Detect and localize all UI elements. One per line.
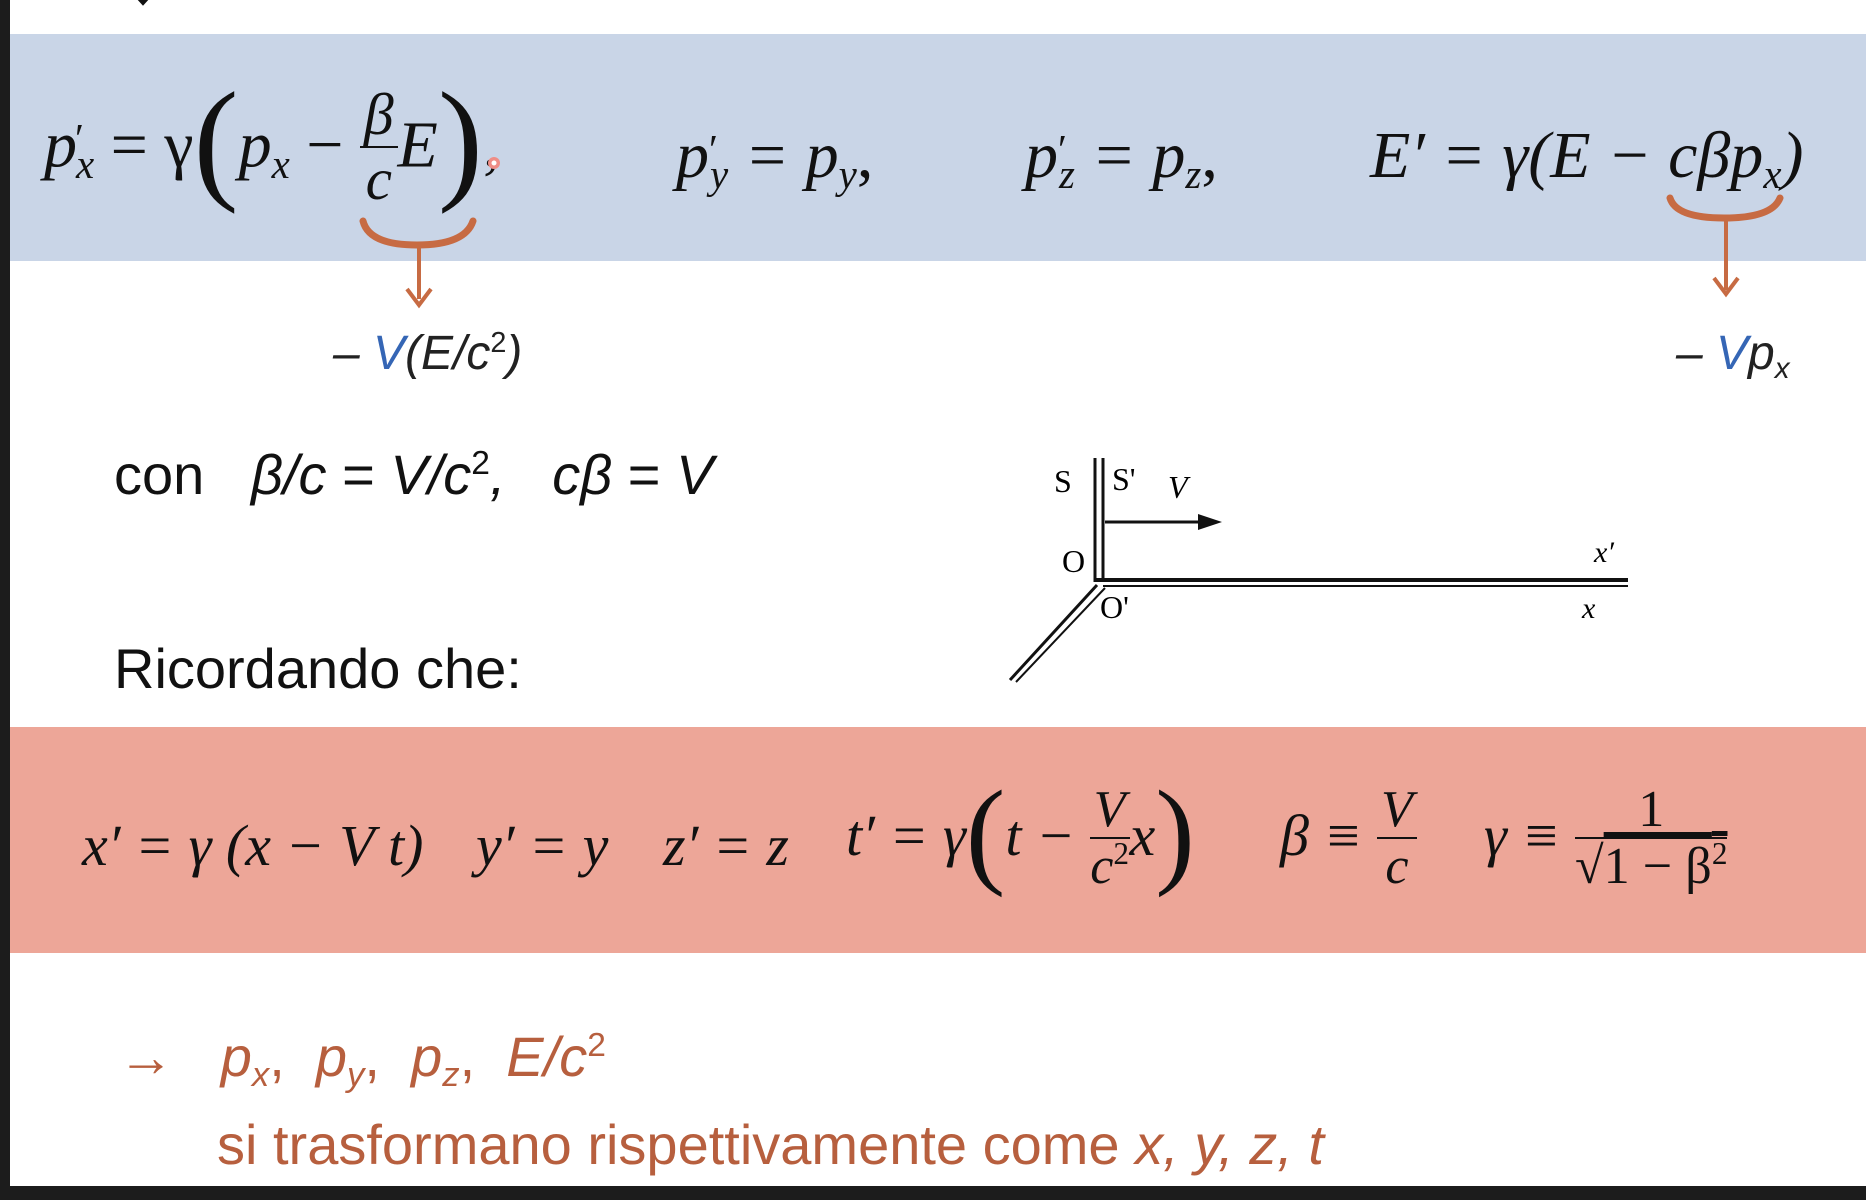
lorentz-z-equation: z′ = z: [663, 813, 789, 878]
momentum-transform-band: [10, 34, 1866, 261]
py-transform-equation: p′y = py,: [676, 119, 874, 198]
diagram-label-x-prime: x′: [1593, 536, 1614, 569]
lorentz-coords-band: [10, 727, 1866, 953]
con-relations-line: con β/c = V/c2, cβ = V: [114, 443, 714, 506]
left-annotation: – V(E/c2): [333, 326, 523, 380]
diagram-label-V: V: [1168, 469, 1191, 505]
reference-frames-diagram: S S' V O O' x′ x: [1008, 458, 1628, 683]
lorentz-x-equation: x′ = γ (x − V t): [82, 813, 424, 878]
partial-glyph-top: [137, 0, 149, 6]
bottom-frame-edge: [0, 1186, 1866, 1200]
pz-transform-equation: p′z = pz,: [1025, 119, 1218, 198]
arrow-right-icon: →: [118, 1025, 174, 1088]
lorentz-y-equation: y′ = y: [476, 813, 609, 878]
right-annotation: – Vpx: [1676, 327, 1790, 385]
conclusion-line-2: si trasformano rispettivamente come x, y…: [217, 1113, 1324, 1176]
diagram-label-O-prime: O': [1100, 589, 1129, 625]
right-underbrace-arrow: [1666, 194, 1784, 298]
diagram-label-x: x: [1581, 592, 1596, 625]
left-underbrace-arrow: [359, 217, 477, 309]
diagram-label-S-prime: S': [1112, 461, 1136, 497]
px-transform-equation: p′x = γ(px − β c E),: [44, 65, 500, 216]
gamma-definition: γ ≡ 1 √1 − β2: [1484, 779, 1728, 895]
left-frame-edge: [0, 0, 10, 1200]
diagram-label-S: S: [1054, 463, 1072, 499]
ricordando-heading: Ricordando che:: [114, 637, 522, 700]
cursor-dot-icon: [488, 157, 500, 169]
energy-transform-equation: E′ = γ(E − cβpx): [1370, 119, 1804, 198]
diagram-label-O: O: [1062, 543, 1085, 579]
conclusion-line-1: → px, py, pz, E/c2: [118, 1025, 606, 1095]
